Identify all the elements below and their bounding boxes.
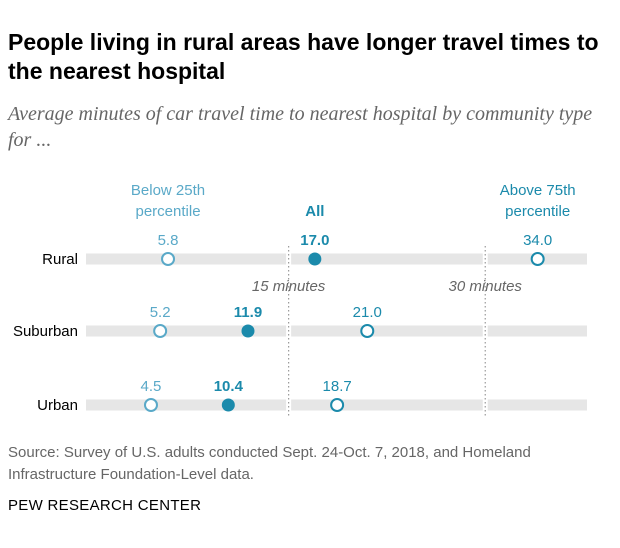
source-note: Source: Survey of U.S. adults conducted … xyxy=(8,444,531,483)
dot-suburban-below-25th-percentile xyxy=(153,324,168,338)
value-label-rural-below-25th-percentile: 5.8 xyxy=(158,232,179,249)
reference-label-30: 30 minutes xyxy=(449,278,523,295)
dot-urban-all xyxy=(221,398,235,412)
chart-subtitle: Average minutes of car travel time to ne… xyxy=(8,103,593,151)
dot-urban-above-75th-percentile xyxy=(330,398,345,412)
dot-rural-all xyxy=(308,252,322,266)
category-label-rural: Rural xyxy=(42,251,78,268)
category-label-urban: Urban xyxy=(37,397,78,414)
value-label-rural-all: 17.0 xyxy=(300,232,329,249)
dot-plot: Below 25th percentile All Above 75th percent… xyxy=(13,182,587,416)
bar-rural xyxy=(86,253,587,265)
reference-label-15: 15 minutes xyxy=(252,278,326,295)
series-label-below-25th-percentile-line-2: percentile xyxy=(136,203,201,220)
dot-suburban-above-75th-percentile xyxy=(360,324,375,338)
value-label-rural-above-75th-percentile: 34.0 xyxy=(523,232,552,249)
dot-rural-below-25th-percentile xyxy=(161,252,176,266)
series-label-below-25th-percentile-line-1: Below 25th xyxy=(131,182,205,199)
value-label-urban-all: 10.4 xyxy=(214,378,244,395)
series-label-above-75th-percentile-line-2: percentile xyxy=(505,203,570,220)
value-label-suburban-below-25th-percentile: 5.2 xyxy=(150,304,171,321)
value-label-urban-above-75th-percentile: 18.7 xyxy=(323,378,352,395)
category-label-suburban: Suburban xyxy=(13,323,78,340)
dot-suburban-all xyxy=(241,324,255,338)
value-label-suburban-above-75th-percentile: 21.0 xyxy=(353,304,382,321)
dot-urban-below-25th-percentile xyxy=(143,398,158,412)
chart-title: People living in rural areas have longer… xyxy=(8,29,599,84)
series-label-above-75th-percentile-line-1: Above 75th xyxy=(500,182,576,199)
value-label-suburban-all: 11.9 xyxy=(234,304,262,321)
bar-suburban xyxy=(86,325,587,337)
value-label-urban-below-25th-percentile: 4.5 xyxy=(141,378,162,395)
dot-rural-above-75th-percentile xyxy=(530,252,545,266)
brand-logo-text: PEW RESEARCH CENTER xyxy=(8,497,202,514)
series-label-all-line-1: All xyxy=(305,203,324,220)
